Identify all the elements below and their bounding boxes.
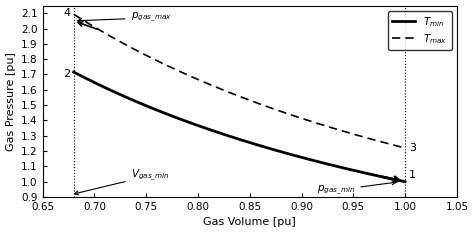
X-axis label: Gas Volume [pu]: Gas Volume [pu] xyxy=(203,217,296,227)
Text: $p_{gas\_min}$: $p_{gas\_min}$ xyxy=(317,181,396,197)
Text: 2: 2 xyxy=(64,69,71,79)
Legend: $T_{min}$, $T_{max}$: $T_{min}$, $T_{max}$ xyxy=(388,11,452,50)
Text: 1: 1 xyxy=(409,170,416,180)
Y-axis label: Gas Pressure [pu]: Gas Pressure [pu] xyxy=(6,52,16,151)
Text: 4: 4 xyxy=(64,8,71,18)
Text: $p_{gas\_max}$: $p_{gas\_max}$ xyxy=(78,11,172,24)
Text: $V_{gas\_min}$: $V_{gas\_min}$ xyxy=(74,168,169,195)
Text: 3: 3 xyxy=(409,143,416,153)
